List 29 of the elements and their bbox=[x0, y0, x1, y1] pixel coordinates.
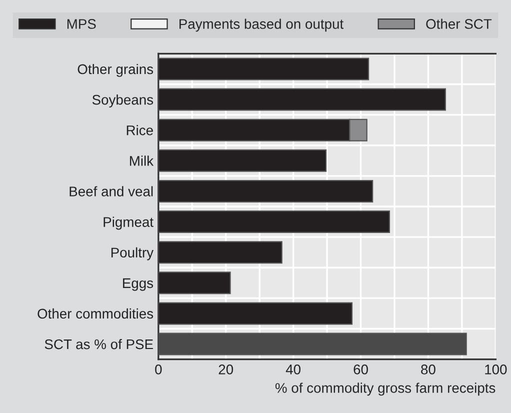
x-tick-label: 40 bbox=[286, 364, 300, 374]
bar bbox=[158, 302, 353, 325]
bar bbox=[158, 241, 282, 264]
bar bbox=[158, 149, 327, 172]
legend-label: Payments based on output bbox=[180, 18, 344, 32]
bar bbox=[158, 58, 370, 80]
y-tick-label: Beef and veal bbox=[70, 186, 153, 196]
y-tick-label: Eggs bbox=[123, 278, 154, 291]
y-tick-label: Poultry bbox=[111, 247, 154, 260]
x-tick-label: 0 bbox=[155, 364, 162, 374]
y-tick-label: SCT as % of PSE bbox=[44, 339, 153, 350]
y-tick-label: Milk bbox=[130, 156, 154, 166]
bar bbox=[158, 180, 374, 202]
y-tick-label: Soybeans bbox=[92, 94, 154, 108]
x-axis-title: % of commodity gross farm receipts bbox=[275, 382, 496, 396]
y-tick-label: Other commodities bbox=[38, 308, 154, 319]
x-tick-label: 20 bbox=[218, 364, 234, 374]
bar bbox=[158, 332, 467, 356]
bar bbox=[158, 272, 231, 294]
legend-label: Other SCT bbox=[426, 18, 492, 29]
legend-label: MPS bbox=[67, 19, 96, 29]
x-tick-label: 100 bbox=[485, 364, 507, 374]
bar bbox=[158, 88, 446, 111]
x-tick-label: 60 bbox=[354, 364, 368, 374]
y-tick-label: Rice bbox=[126, 125, 153, 136]
y-tick-label: Pigmeat bbox=[104, 216, 154, 230]
x-tick-label: 80 bbox=[421, 364, 436, 374]
bar bbox=[158, 210, 390, 234]
y-tick-label: Other grains bbox=[78, 64, 154, 77]
